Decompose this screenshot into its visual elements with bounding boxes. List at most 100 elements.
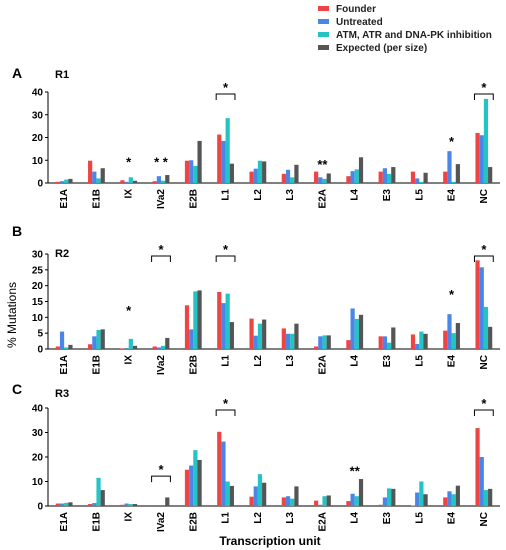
bar bbox=[318, 336, 323, 349]
x-tick-label: L4 bbox=[350, 355, 361, 367]
bar bbox=[358, 157, 364, 183]
bar bbox=[96, 178, 101, 183]
bar bbox=[322, 335, 327, 349]
significance-marker: * bbox=[223, 242, 229, 257]
bar bbox=[120, 180, 125, 183]
bar bbox=[59, 331, 65, 349]
bar bbox=[68, 344, 73, 349]
panels: A R1 0 10 20 30 40 E1A E1B IX IVa2 E2B L1 L2 L3 E2A L4 E3… bbox=[12, 65, 500, 532]
bar bbox=[419, 331, 424, 349]
significance-marker: * bbox=[126, 155, 132, 170]
x-tick-label: L3 bbox=[285, 512, 296, 524]
significance-bracket bbox=[473, 409, 494, 416]
bar bbox=[451, 333, 456, 349]
panel-letter: A bbox=[12, 65, 22, 81]
bar bbox=[55, 346, 60, 349]
legend-swatch bbox=[318, 32, 329, 37]
x-tick-label: E1B bbox=[91, 512, 102, 531]
x-axis-label: Transcription unit bbox=[219, 534, 320, 548]
y-tick-label: 20 bbox=[32, 281, 44, 292]
bar bbox=[120, 504, 125, 506]
x-tick-label: E3 bbox=[382, 512, 393, 525]
bar bbox=[64, 502, 69, 506]
bar bbox=[92, 171, 97, 183]
bar bbox=[55, 503, 60, 506]
bar bbox=[124, 348, 129, 349]
bar bbox=[221, 441, 226, 506]
bar bbox=[410, 171, 416, 183]
bar bbox=[326, 495, 331, 506]
y-tick-label: 5 bbox=[37, 329, 43, 340]
bar bbox=[128, 504, 133, 506]
y-axis-label: % Mutations bbox=[5, 282, 19, 348]
y-tick-label: 10 bbox=[32, 156, 44, 167]
x-tick-label: L5 bbox=[414, 189, 425, 201]
bar bbox=[249, 496, 254, 506]
bar bbox=[197, 459, 202, 506]
bar bbox=[423, 172, 428, 183]
significance-marker: ** bbox=[317, 157, 328, 172]
x-tick-label: E2B bbox=[188, 189, 199, 208]
x-tick-label: E4 bbox=[447, 355, 458, 368]
bar bbox=[350, 171, 355, 183]
legend: Founder Untreated ATM, ATR and DNA-PK inhi… bbox=[318, 4, 492, 54]
x-tick-label: L4 bbox=[350, 189, 361, 201]
bar bbox=[128, 177, 133, 183]
x-tick-label: L2 bbox=[253, 355, 264, 367]
bar bbox=[59, 181, 65, 183]
panel-C: C R3 0 10 20 30 40 E1A E1B IX IVa2 E2B L1 L2 L3 E2A L4 E3… bbox=[12, 381, 500, 532]
x-tick-label: IX bbox=[124, 189, 135, 199]
bar bbox=[92, 336, 97, 349]
bar bbox=[225, 293, 230, 349]
bar bbox=[455, 485, 460, 506]
bar bbox=[382, 168, 387, 183]
bar bbox=[197, 140, 202, 183]
bar bbox=[391, 327, 396, 349]
bar bbox=[475, 132, 480, 183]
bar bbox=[290, 498, 295, 506]
x-tick-label: L2 bbox=[253, 512, 264, 524]
x-tick-label: IVa2 bbox=[156, 512, 167, 532]
bar bbox=[156, 176, 161, 183]
x-tick-label: NC bbox=[479, 512, 490, 526]
bar bbox=[281, 173, 286, 183]
bar bbox=[225, 118, 230, 183]
bar bbox=[415, 492, 420, 506]
bar bbox=[488, 326, 493, 349]
bar bbox=[387, 488, 392, 506]
panel-title: R2 bbox=[55, 248, 69, 260]
bar bbox=[249, 171, 254, 183]
bar bbox=[217, 292, 222, 349]
bar bbox=[443, 171, 448, 183]
bar bbox=[193, 450, 198, 506]
bar bbox=[189, 160, 194, 183]
y-tick-label: 10 bbox=[32, 477, 44, 488]
bar bbox=[189, 465, 194, 506]
bar bbox=[132, 180, 138, 183]
bar bbox=[475, 428, 480, 506]
legend-swatch bbox=[318, 6, 329, 11]
x-tick-label: IX bbox=[124, 512, 135, 522]
bar bbox=[318, 177, 323, 183]
panel-title: R3 bbox=[55, 388, 69, 400]
y-tick-label: 40 bbox=[32, 404, 44, 415]
y-tick-label: 15 bbox=[32, 297, 44, 308]
bar bbox=[447, 491, 452, 506]
bar bbox=[447, 314, 452, 349]
bar bbox=[479, 135, 484, 183]
bar bbox=[314, 346, 319, 349]
legend-label: Untreated bbox=[336, 17, 383, 28]
bar bbox=[378, 336, 383, 349]
x-tick-label: IX bbox=[124, 355, 135, 365]
bar bbox=[262, 319, 267, 349]
bar bbox=[483, 490, 489, 506]
x-tick-label: L4 bbox=[350, 512, 361, 524]
bar bbox=[68, 502, 73, 506]
bar bbox=[451, 181, 456, 183]
y-tick-label: 40 bbox=[32, 88, 44, 99]
x-tick-label: L3 bbox=[285, 355, 296, 367]
x-tick-label: E1A bbox=[59, 355, 70, 374]
x-tick-label: E1B bbox=[91, 355, 102, 374]
panel-letter: B bbox=[12, 223, 22, 239]
bar bbox=[88, 344, 93, 349]
